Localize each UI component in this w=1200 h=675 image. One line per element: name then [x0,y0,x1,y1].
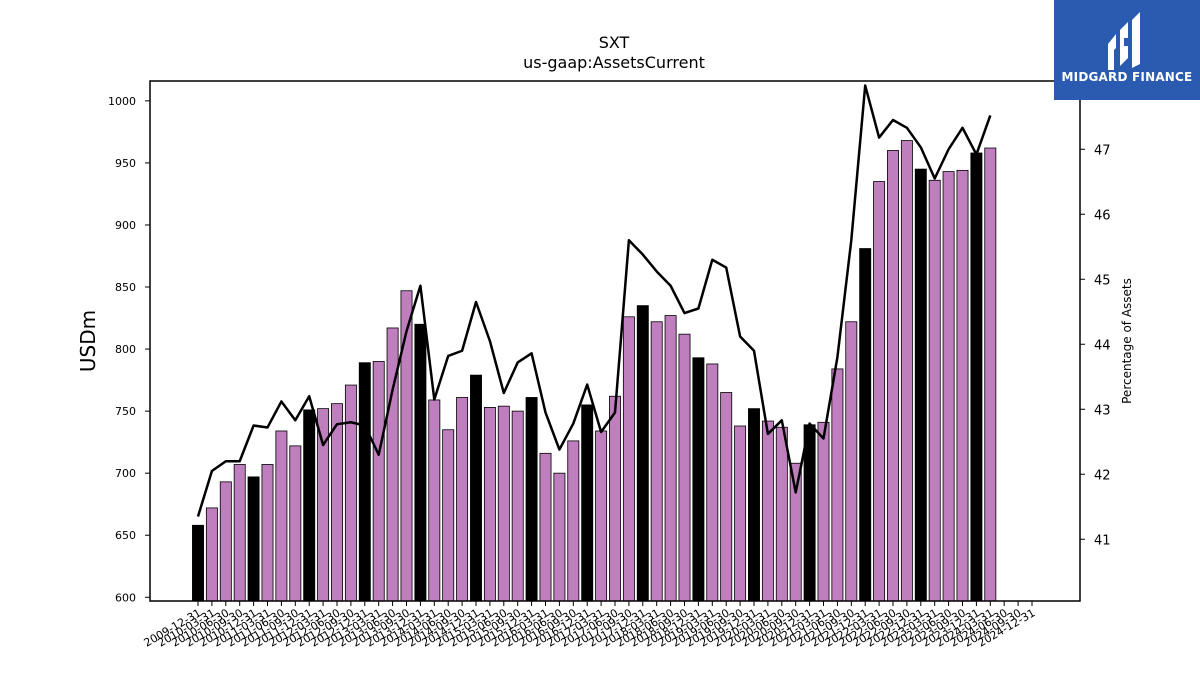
bar [720,392,733,602]
y2-tick-label: 47 [1094,143,1111,158]
bar [900,140,913,602]
bar [595,430,608,602]
y2-tick-label: 46 [1094,208,1111,223]
bar [650,321,663,602]
bar [483,406,496,602]
bar [706,363,719,602]
bar [553,472,566,602]
bar [859,248,872,602]
plot-frame [149,80,1081,602]
logo-brand-text: MIDGARD FINANCE [1061,70,1193,84]
bar [400,290,413,602]
y-tick-label: 850 [115,281,136,294]
y2-tick-label: 41 [1094,533,1111,548]
bar [205,507,218,602]
bar [622,316,635,602]
bar [942,171,955,602]
bar [442,429,455,602]
y2-tick-label: 43 [1094,403,1111,418]
bar [192,524,204,602]
bar [761,420,774,602]
y-tick-label: 950 [115,157,136,170]
bar [233,464,246,602]
bar [261,464,274,602]
bar [817,421,830,602]
bars [192,140,997,602]
y2-tick-label: 44 [1094,338,1111,353]
bar [344,384,357,602]
bar [692,357,705,602]
bar [734,425,747,602]
bar [358,362,371,602]
x-axis-ticks: 2009-12-312010-03-312010-06-302010-09-30… [142,601,1038,650]
bar [525,397,538,602]
bar [539,452,552,602]
bar [372,361,385,602]
y-tick-label: 750 [115,405,136,418]
bar [984,147,997,602]
y-tick-label: 650 [115,529,136,542]
bar [928,179,941,602]
bar [303,409,316,602]
bar [470,374,482,602]
y2-tick-label: 45 [1094,273,1111,288]
y-tick-label: 600 [115,591,136,604]
chart-title: SXT [599,33,630,52]
percentage-line [196,84,992,517]
bar [428,399,441,602]
bar [748,408,760,602]
bar [219,481,232,602]
bar [887,150,899,602]
bar [789,462,802,602]
bar [845,321,858,602]
bar [970,152,983,602]
bar [511,410,524,602]
chart-subtitle: us-gaap:AssetsCurrent [523,53,705,72]
bar [914,168,927,602]
bar [289,445,302,602]
bar [636,305,649,602]
bar [873,181,886,602]
bar [275,430,288,602]
y2-tick-label: 42 [1094,468,1111,483]
bar [497,405,510,602]
y2-axis-ticks: 41 42 43 44 45 46 47 [1080,143,1111,548]
bar [678,333,691,602]
bar [775,426,788,602]
bar [414,323,427,602]
bar [331,403,343,602]
bar [956,169,969,602]
logo-mark-icon [1108,12,1140,70]
y-axis-ticks: 600 650 700 750 800 850 900 950 1000 [108,95,150,604]
bar [247,476,260,602]
y-axis-label: USDm [76,310,100,372]
y-tick-label: 700 [115,467,136,480]
y-tick-label: 1000 [108,95,136,108]
bar [664,315,677,602]
bar [567,440,580,602]
bar [803,424,816,602]
bar [581,404,594,602]
y-tick-label: 800 [115,343,136,356]
y2-axis-label: Percentage of Assets [1120,278,1134,404]
bar [831,368,844,602]
y-tick-label: 900 [115,219,136,232]
midgard-finance-logo: MIDGARD FINANCE [1054,0,1200,100]
bar [609,395,621,602]
bar [456,397,469,602]
